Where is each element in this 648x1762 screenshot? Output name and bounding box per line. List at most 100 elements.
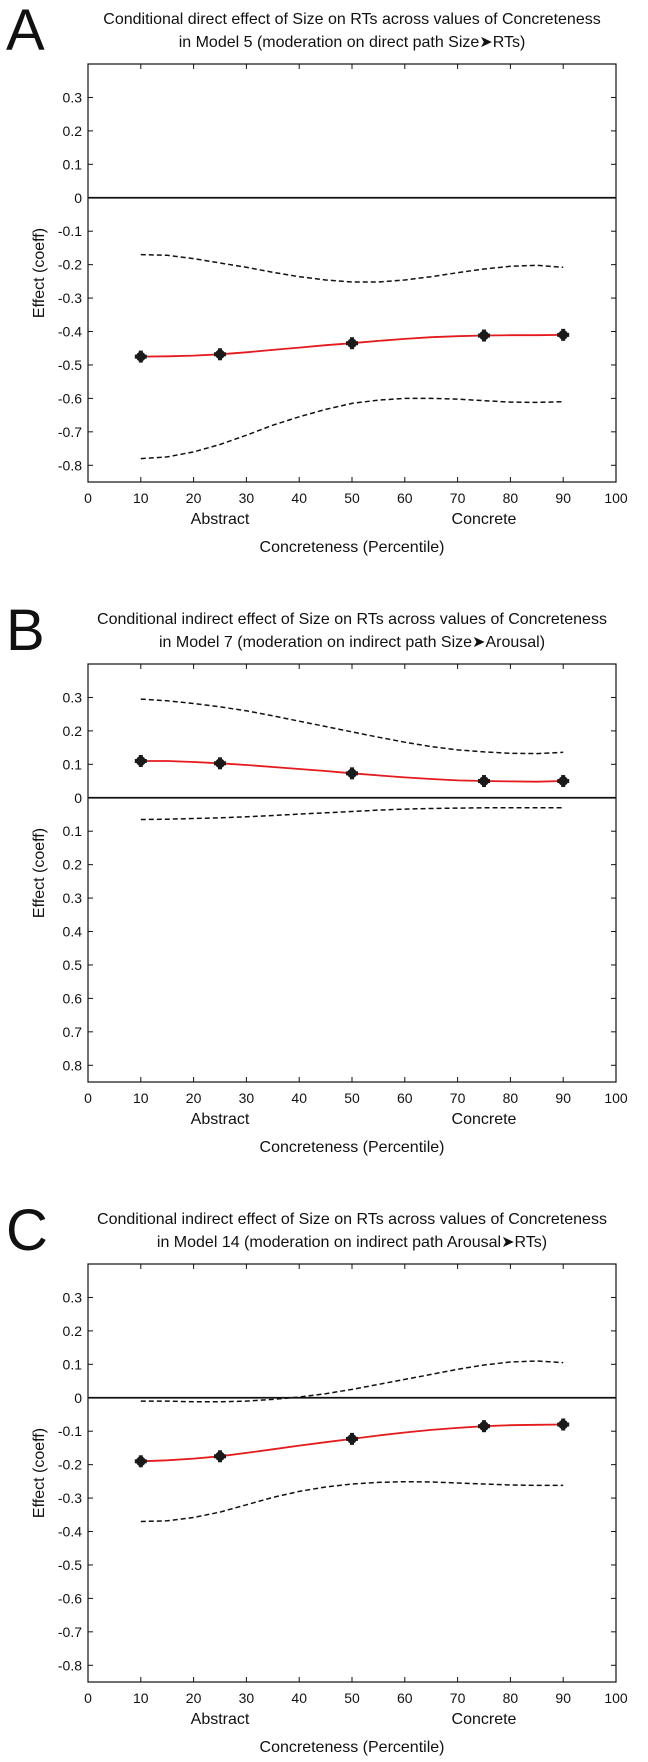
- y-tick-label: -0.1: [58, 223, 82, 239]
- x-tick-label: 0: [84, 1090, 92, 1106]
- y-tick-label: -0.5: [58, 357, 82, 373]
- y-tick-label: 0.1: [63, 756, 83, 772]
- data-point-marker-tick: [346, 1436, 358, 1441]
- chart-title-line: in Model 14 (moderation on indirect path…: [157, 1234, 547, 1251]
- y-axis-label: Effect (coeff): [31, 828, 48, 918]
- x-tick-label: 60: [397, 1090, 413, 1106]
- panel-b: B Conditional indirect effect of Size on …: [6, 598, 628, 1156]
- y-tick-label: -0.6: [58, 390, 82, 406]
- category-label: Concrete: [452, 511, 517, 528]
- category-label: Concrete: [452, 1711, 517, 1728]
- series-line-lower-ci: [140, 1480, 564, 1523]
- x-tick-label: 80: [503, 1090, 519, 1106]
- y-tick-label: -0.4: [58, 324, 82, 340]
- y-tick-label: -0.3: [58, 1490, 82, 1506]
- category-label: Concrete: [452, 1111, 517, 1128]
- y-tick-label: -0.7: [58, 424, 82, 440]
- x-tick-label: 10: [133, 1690, 149, 1706]
- y-tick-label: -0.2: [58, 1457, 82, 1473]
- y-tick-label: -0.5: [58, 1557, 82, 1573]
- y-tick-label: 0.3: [63, 689, 83, 705]
- x-tick-label: 70: [450, 490, 466, 506]
- plot-frame: [87, 663, 617, 1083]
- y-tick-label: -0.8: [58, 1657, 82, 1673]
- category-label: Abstract: [191, 1711, 250, 1728]
- chart-title-line: in Model 7 (moderation on indirect path …: [159, 634, 545, 651]
- panel-c: C Conditional indirect effect of Size on …: [6, 1198, 628, 1756]
- y-axis-label: Effect (coeff): [31, 1428, 48, 1518]
- y-tick-label: 0.1: [63, 156, 83, 172]
- category-label: Abstract: [191, 511, 250, 528]
- series-line-upper-ci: [140, 253, 564, 283]
- x-tick-label: 10: [133, 1090, 149, 1106]
- y-tick-label: -0.8: [58, 457, 82, 473]
- x-tick-label: 80: [503, 1690, 519, 1706]
- y-tick-label: 0.6: [63, 990, 83, 1006]
- series-line-lower-ci: [140, 397, 564, 460]
- panel-letter: A: [6, 0, 45, 63]
- x-axis-label: Concreteness (Percentile): [260, 1739, 445, 1756]
- x-tick-label: 40: [291, 1690, 307, 1706]
- x-tick-label: 40: [291, 1090, 307, 1106]
- chart-title-line: in Model 5 (moderation on direct path Si…: [179, 34, 526, 51]
- x-tick-label: 10: [133, 490, 149, 506]
- data-point-marker-tick: [478, 1424, 490, 1429]
- panel-a: A Conditional direct effect of Size on RT…: [6, 0, 628, 556]
- data-point-marker-tick: [214, 761, 226, 766]
- data-point-marker-tick: [346, 341, 358, 346]
- x-tick-label: 0: [84, 1690, 92, 1706]
- series-line-upper-ci: [140, 698, 564, 755]
- y-tick-label: 0.2: [63, 857, 83, 873]
- plot-frame: [87, 63, 617, 483]
- y-tick-label: 0: [74, 790, 82, 806]
- chart-title-line: Conditional direct effect of Size on RTs…: [103, 11, 600, 28]
- chart-title-line: Conditional indirect effect of Size on R…: [97, 1211, 607, 1228]
- x-tick-label: 90: [555, 1090, 571, 1106]
- x-tick-label: 90: [555, 490, 571, 506]
- x-tick-label: 60: [397, 490, 413, 506]
- x-tick-label: 20: [186, 1690, 202, 1706]
- y-axis-label: Effect (coeff): [31, 228, 48, 318]
- x-tick-label: 30: [239, 490, 255, 506]
- y-tick-label: -0.4: [58, 1524, 82, 1540]
- x-tick-label: 90: [555, 1690, 571, 1706]
- series-line-upper-ci: [140, 1360, 564, 1403]
- plot-frame: [87, 1263, 617, 1683]
- category-label: Abstract: [191, 1111, 250, 1128]
- y-tick-label: 0: [74, 190, 82, 206]
- panel-letter: C: [6, 1198, 48, 1263]
- x-tick-label: 70: [450, 1690, 466, 1706]
- data-point-marker-tick: [478, 779, 490, 784]
- y-tick-label: 0.4: [63, 924, 83, 940]
- data-point-marker-tick: [346, 771, 358, 776]
- y-tick-label: 0.3: [63, 890, 83, 906]
- x-tick-label: 30: [239, 1690, 255, 1706]
- x-tick-label: 30: [239, 1090, 255, 1106]
- data-point-marker-tick: [134, 354, 147, 359]
- data-point-marker-tick: [134, 758, 147, 763]
- y-tick-label: 0.5: [63, 957, 83, 973]
- y-tick-label: 0.2: [63, 123, 83, 139]
- x-tick-label: 100: [604, 490, 628, 506]
- y-tick-label: -0.7: [58, 1624, 82, 1640]
- x-tick-label: 50: [344, 1690, 360, 1706]
- y-tick-label: 0.1: [63, 1356, 83, 1372]
- y-tick-label: 0.2: [63, 1323, 83, 1339]
- y-tick-label: 0.8: [63, 1057, 83, 1073]
- y-tick-label: -0.2: [58, 257, 82, 273]
- chart-title-line: Conditional indirect effect of Size on R…: [97, 611, 607, 628]
- x-tick-label: 60: [397, 1690, 413, 1706]
- y-tick-label: 0.3: [63, 89, 83, 105]
- data-point-marker-tick: [134, 1459, 147, 1464]
- y-tick-label: 0.2: [63, 723, 83, 739]
- x-tick-label: 100: [604, 1090, 628, 1106]
- y-tick-label: -0.6: [58, 1590, 82, 1606]
- y-tick-label: -0.3: [58, 290, 82, 306]
- x-tick-label: 20: [186, 1090, 202, 1106]
- data-point-marker-tick: [557, 332, 570, 337]
- y-tick-label: -0.1: [58, 1423, 82, 1439]
- data-point-marker-tick: [557, 779, 570, 784]
- x-tick-label: 40: [291, 490, 307, 506]
- x-tick-label: 50: [344, 490, 360, 506]
- x-tick-label: 100: [604, 1690, 628, 1706]
